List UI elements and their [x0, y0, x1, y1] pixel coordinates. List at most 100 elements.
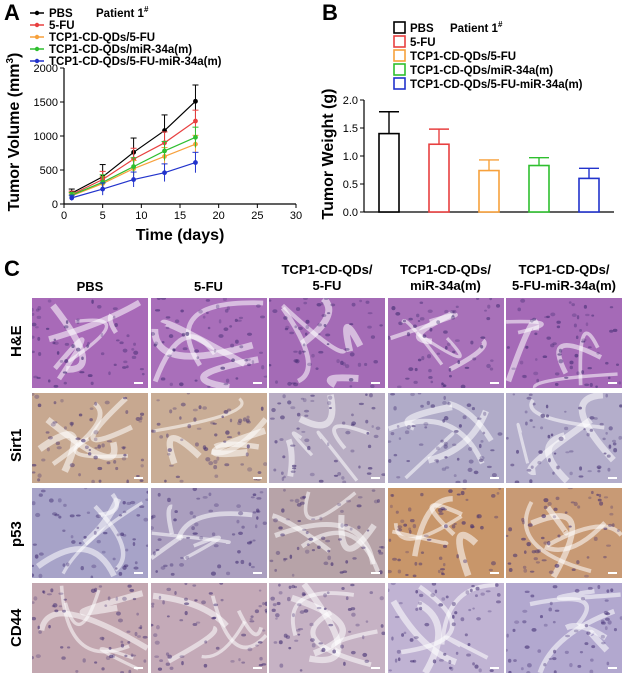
nucleus	[86, 344, 89, 348]
nucleus	[512, 628, 516, 632]
nucleus	[84, 488, 88, 490]
nucleus	[304, 332, 308, 336]
column-header: TCP1-CD-QDs/5-FU	[263, 262, 391, 294]
stroma-streak	[48, 299, 142, 343]
nucleus	[285, 518, 290, 521]
stroma-streak	[545, 505, 569, 536]
nucleus	[283, 557, 288, 561]
nucleus	[553, 507, 558, 512]
nucleus	[443, 441, 448, 446]
nucleus	[596, 493, 599, 496]
nucleus	[245, 420, 251, 424]
data-point	[193, 134, 198, 140]
nucleus	[87, 341, 90, 346]
nucleus	[541, 514, 547, 519]
nucleus	[520, 298, 526, 303]
nucleus	[122, 533, 127, 537]
nucleus	[586, 556, 590, 559]
nucleus	[529, 570, 535, 573]
nucleus	[439, 439, 444, 443]
y-tick-label: 1000	[34, 131, 58, 143]
nucleus	[587, 346, 592, 349]
nucleus	[323, 593, 327, 598]
nucleus	[387, 588, 390, 593]
nucleus	[178, 619, 183, 622]
tissue-background	[32, 298, 148, 388]
nucleus	[165, 316, 170, 319]
nucleus	[422, 422, 428, 426]
nucleus	[524, 410, 528, 414]
tissue-texture	[506, 298, 622, 388]
nucleus	[555, 496, 560, 501]
nucleus	[46, 593, 52, 596]
nucleus	[60, 399, 64, 403]
column-header: PBS	[26, 279, 154, 295]
nucleus	[212, 422, 217, 425]
nucleus	[64, 359, 69, 363]
nucleus	[543, 623, 548, 627]
nucleus	[185, 536, 190, 539]
nucleus	[32, 335, 35, 339]
nucleus	[153, 655, 159, 658]
nucleus	[460, 384, 465, 388]
histology-image	[32, 298, 148, 388]
nucleus	[348, 630, 352, 633]
nucleus	[183, 583, 187, 586]
nucleus	[32, 312, 35, 317]
nucleus	[213, 544, 219, 548]
nucleus	[337, 472, 342, 476]
tissue-texture	[269, 583, 385, 673]
nucleus	[81, 356, 84, 361]
stroma-streak	[506, 319, 544, 335]
nucleus	[218, 583, 223, 585]
nucleus	[168, 464, 174, 467]
nucleus	[184, 611, 188, 616]
scale-bar	[134, 667, 143, 669]
nucleus	[178, 562, 184, 567]
y-axis-title: Tumor Volume (mm3)	[5, 53, 23, 212]
scale-bar	[371, 477, 380, 479]
nucleus	[381, 473, 385, 477]
tissue-texture	[269, 298, 385, 388]
nucleus	[618, 435, 622, 440]
stroma-streak	[391, 529, 448, 546]
nucleus	[283, 633, 288, 638]
nucleus	[448, 666, 452, 670]
nucleus	[150, 429, 155, 433]
nucleus	[192, 488, 197, 492]
nucleus	[136, 612, 139, 616]
nucleus	[32, 322, 37, 327]
nucleus	[53, 338, 57, 342]
y-tick-label: 1.5	[343, 123, 358, 135]
nucleus	[351, 413, 354, 417]
nucleus	[236, 319, 242, 322]
tissue-texture	[150, 393, 267, 483]
nucleus	[470, 584, 475, 588]
nucleus	[153, 343, 157, 347]
nucleus	[300, 397, 305, 400]
histology-image	[269, 298, 385, 388]
nucleus	[280, 533, 285, 537]
nucleus	[305, 530, 309, 535]
nucleus	[323, 324, 327, 328]
nucleus	[62, 371, 68, 374]
nucleus	[437, 512, 444, 516]
nucleus	[349, 323, 354, 326]
legend-marker	[34, 46, 40, 52]
scale-bar	[608, 667, 617, 669]
nucleus	[294, 498, 300, 503]
nucleus	[303, 409, 310, 413]
nucleus	[45, 327, 50, 330]
stroma-streak	[404, 403, 453, 431]
nucleus	[307, 362, 313, 367]
nucleus	[114, 323, 118, 328]
nucleus	[210, 571, 216, 576]
nucleus	[526, 396, 532, 400]
nucleus	[76, 318, 80, 321]
nucleus	[611, 439, 617, 443]
nucleus	[126, 479, 129, 483]
nucleus	[608, 444, 612, 449]
nucleus	[537, 460, 542, 465]
histology-image	[150, 583, 267, 673]
nucleus	[245, 415, 250, 419]
